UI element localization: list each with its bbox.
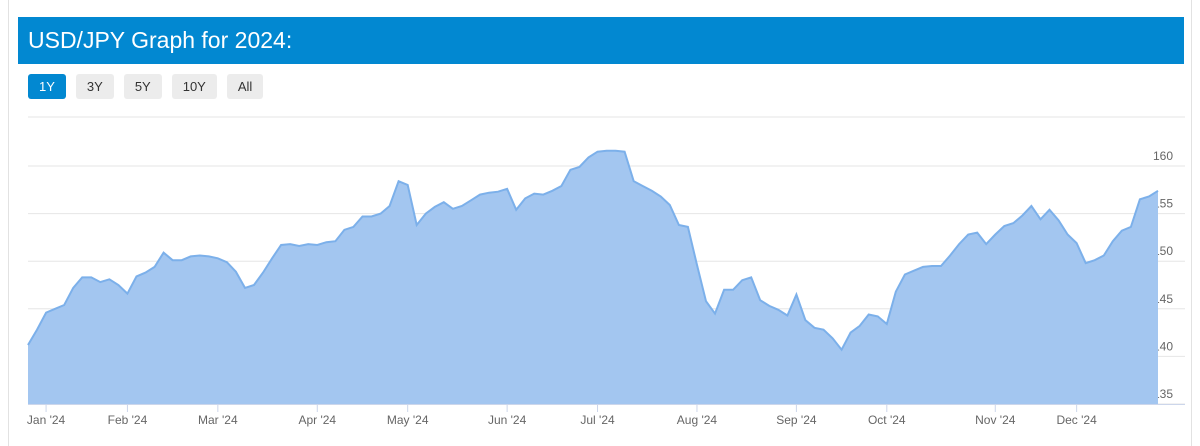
range-button[interactable]: 5Y (123, 74, 162, 99)
x-tick-label: Dec '24 (1056, 413, 1097, 427)
area-fill (28, 150, 1158, 404)
x-tick-label: May '24 (387, 413, 429, 427)
y-tick-label: 155 (1153, 197, 1173, 211)
x-tick-label: Sep '24 (776, 413, 817, 427)
header: USD/JPY Graph for 2024: (18, 17, 1184, 64)
range-button[interactable]: 1Y (28, 74, 66, 99)
header-title: USD/JPY Graph for 2024: (28, 27, 293, 53)
range-buttons: 1Y 3Y 5Y 10Y All (28, 74, 264, 99)
range-button[interactable]: 3Y (75, 74, 114, 99)
x-tick-label: Oct '24 (868, 413, 906, 427)
x-tick-label: Jan '24 (27, 413, 66, 427)
line (27, 149, 1159, 352)
y-tick-label: 145 (1153, 292, 1173, 306)
x-tick-label: Nov '24 (975, 413, 1016, 427)
x-tick-label: Jun '24 (488, 413, 527, 427)
y-tick-label: 140 (1153, 339, 1173, 353)
range-button[interactable]: All (226, 74, 264, 99)
x-tick-label: Aug '24 (677, 413, 718, 427)
y-tick-label: 135 (1153, 387, 1173, 401)
y-tick-label: 150 (1153, 244, 1173, 258)
y-tick-label: 160 (1153, 149, 1173, 163)
x-tick-label: Apr '24 (298, 413, 336, 427)
widget-panel (8, 0, 1192, 446)
x-tick-label: Feb '24 (108, 413, 148, 427)
range-button[interactable]: 10Y (171, 74, 217, 99)
x-tick-label: Mar '24 (198, 413, 238, 427)
x-tick-label: Jul '24 (580, 413, 615, 427)
